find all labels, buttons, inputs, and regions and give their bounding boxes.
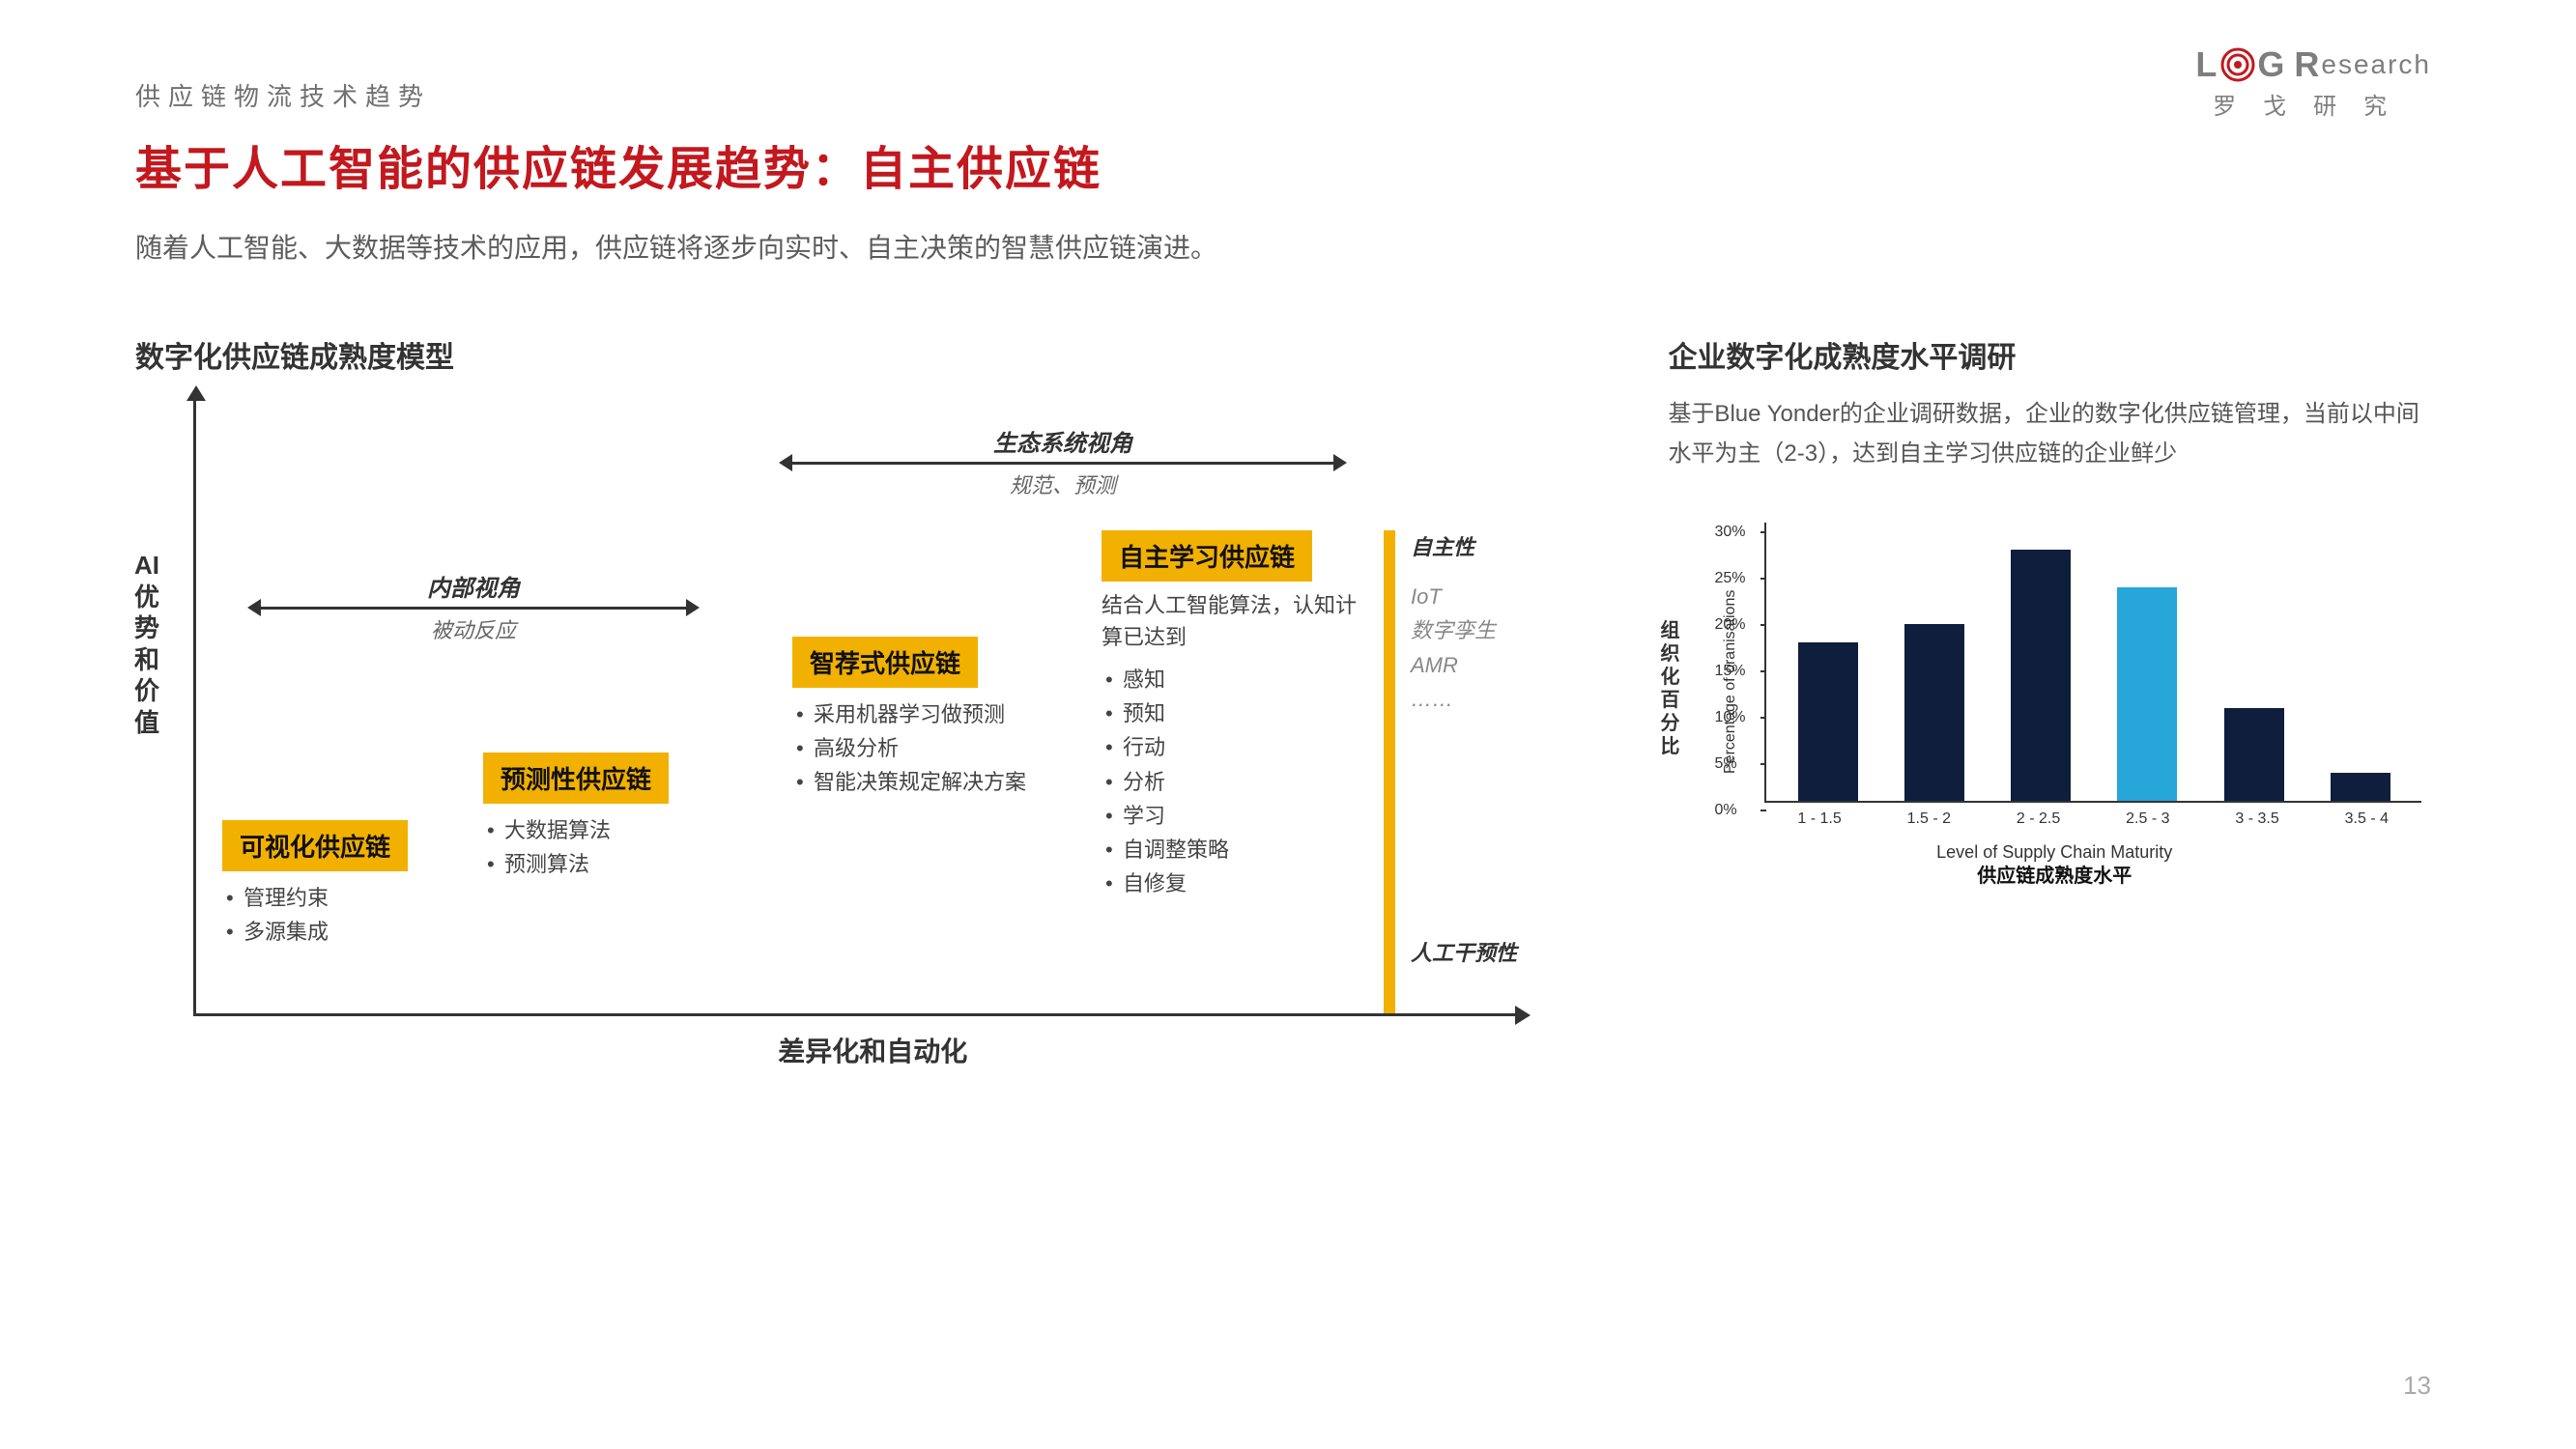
maturity-bar-chart: 组织化百分比 Percentage of oranisations 0% 5% … xyxy=(1668,503,2441,909)
stage-bullet: 自修复 xyxy=(1102,867,1372,900)
xtick-label: 2 - 2.5 xyxy=(2009,810,2069,828)
xtick-label: 2.5 - 3 xyxy=(2118,810,2178,828)
y-axis-line xyxy=(193,395,196,1013)
maturity-section-title: 数字化供应链成熟度模型 xyxy=(135,333,1610,376)
y-axis-arrow-icon xyxy=(186,385,206,401)
xticks: 1 - 1.5 1.5 - 2 2 - 2.5 2.5 - 3 3 - 3.5 3.5 -… xyxy=(1764,810,2421,828)
xtick-label: 1.5 - 2 xyxy=(1899,810,1959,828)
stage-bullet: 学习 xyxy=(1102,799,1372,833)
ytick: 15% xyxy=(1714,663,1745,680)
annotation-item: AMR xyxy=(1411,648,1496,682)
stage-bullet: 多源集成 xyxy=(222,915,473,949)
stage-recommend: 智荐式供应链 采用机器学习做预测 高级分析 智能决策规定解决方案 xyxy=(792,637,1073,800)
double-arrow-icon xyxy=(792,462,1333,465)
ytick: 5% xyxy=(1714,755,1736,773)
stage-autonomous: 自主学习供应链 结合人工智能算法，认知计算已达到 感知 预知 行动 分析 学习 … xyxy=(1102,530,1372,900)
chart-area: 0% 5% 10% 15% 20% 25% 30% xyxy=(1764,523,2421,803)
view-internal-sub: 被动反应 xyxy=(261,613,686,644)
stage-bullet: 感知 xyxy=(1102,663,1372,696)
annotation-manual: 人工干预性 xyxy=(1411,936,1517,970)
logo-letter-r: R xyxy=(2294,44,2321,85)
chart-x-label-cn: 供应链成熟度水平 xyxy=(1668,860,2441,888)
view-internal: 内部视角 被动反应 xyxy=(261,569,686,644)
logo-letter-l: L xyxy=(2195,44,2218,85)
accent-band xyxy=(1384,530,1395,1013)
bar xyxy=(2224,708,2284,801)
stage-bullet: 采用机器学习做预测 xyxy=(792,697,1073,731)
x-axis-arrow-icon xyxy=(1515,1006,1531,1025)
survey-section-title: 企业数字化成熟度水平调研 xyxy=(1668,333,2441,376)
view-ecosystem-title: 生态系统视角 xyxy=(792,424,1333,458)
annotation-item: IoT xyxy=(1411,580,1496,613)
xtick-label: 1 - 1.5 xyxy=(1789,810,1849,828)
side-annotations: 自主性 IoT 数字孪生 AMR …… xyxy=(1411,530,1496,716)
xtick-label: 3.5 - 4 xyxy=(2336,810,2396,828)
bar xyxy=(2011,550,2071,800)
ytick: 0% xyxy=(1714,802,1736,819)
annotation-item: 数字孪生 xyxy=(1411,613,1496,647)
maturity-model-section: 数字化供应链成熟度模型 AI 优 势 和 价 值 差异化和自动化 xyxy=(135,333,1610,1091)
bars-container xyxy=(1766,523,2421,801)
stage-header: 预测性供应链 xyxy=(483,753,669,804)
bar xyxy=(1798,642,1858,800)
logo-suffix: esearch xyxy=(2321,49,2431,80)
logo-subtext: 罗戈研究 xyxy=(2195,87,2431,121)
side-annotation-bottom: 人工干预性 xyxy=(1411,936,1517,970)
page-title: 基于人工智能的供应链发展趋势：自主供应链 xyxy=(135,130,2441,198)
double-arrow-icon xyxy=(261,607,686,610)
annotation-autonomy: 自主性 xyxy=(1411,530,1496,564)
ytick: 25% xyxy=(1714,570,1745,587)
stage-header: 自主学习供应链 xyxy=(1102,530,1312,582)
stage-header: 智荐式供应链 xyxy=(792,637,978,688)
stage-bullets: 采用机器学习做预测 高级分析 智能决策规定解决方案 xyxy=(792,697,1073,800)
stage-intro: 结合人工智能算法，认知计算已达到 xyxy=(1102,589,1372,653)
brand-logo: L G R esearch 罗戈研究 xyxy=(2195,44,2431,121)
x-axis-line xyxy=(193,1013,1517,1016)
stage-bullet: 预测算法 xyxy=(483,847,754,881)
page-subtitle: 随着人工智能、大数据等技术的应用，供应链将逐步向实时、自主决策的智慧供应链演进。 xyxy=(135,227,2441,266)
y-axis-label: AI 优 势 和 价 值 xyxy=(124,550,170,738)
chart-y-label-cn: 组织化百分比 xyxy=(1658,619,1681,758)
logo-letter-g: G xyxy=(2257,44,2286,85)
page-number: 13 xyxy=(2403,1371,2431,1401)
stage-bullet: 预知 xyxy=(1102,696,1372,730)
stage-bullet: 行动 xyxy=(1102,730,1372,764)
stage-bullet: 管理约束 xyxy=(222,881,473,915)
ytick: 30% xyxy=(1714,524,1745,541)
stage-header: 可视化供应链 xyxy=(222,820,408,871)
stage-bullets: 管理约束 多源集成 xyxy=(222,881,473,949)
stage-bullet: 自调整策略 xyxy=(1102,833,1372,867)
x-axis-label: 差异化和自动化 xyxy=(135,1031,1610,1069)
ytick: 20% xyxy=(1714,616,1745,634)
logo-target-icon xyxy=(2218,45,2257,84)
stage-visible: 可视化供应链 管理约束 多源集成 xyxy=(222,820,473,949)
view-ecosystem: 生态系统视角 规范、预测 xyxy=(792,424,1333,499)
stage-bullets: 感知 预知 行动 分析 学习 自调整策略 自修复 xyxy=(1102,663,1372,900)
bar xyxy=(2331,773,2390,801)
stage-bullets: 大数据算法 预测算法 xyxy=(483,813,754,881)
bar xyxy=(2117,587,2177,801)
bar xyxy=(1904,624,1964,800)
stage-bullet: 高级分析 xyxy=(792,731,1073,765)
stage-predictive: 预测性供应链 大数据算法 预测算法 xyxy=(483,753,754,881)
xtick-label: 3 - 3.5 xyxy=(2227,810,2287,828)
ytick: 10% xyxy=(1714,709,1745,726)
stage-bullet: 大数据算法 xyxy=(483,813,754,847)
breadcrumb: 供应链物流技术趋势 xyxy=(135,77,2441,113)
stage-bullet: 分析 xyxy=(1102,765,1372,799)
annotation-item: …… xyxy=(1411,682,1496,716)
survey-description: 基于Blue Yonder的企业调研数据，企业的数字化供应链管理，当前以中间水平… xyxy=(1668,395,2441,474)
maturity-diagram: AI 优 势 和 价 值 差异化和自动化 内部视角 被动反应 xyxy=(135,395,1610,1091)
view-internal-title: 内部视角 xyxy=(261,569,686,603)
slide: L G R esearch 罗戈研究 供应链物流技术趋势 基于人工智能的供应链发… xyxy=(0,0,2576,1449)
view-ecosystem-sub: 规范、预测 xyxy=(792,469,1333,499)
survey-section: 企业数字化成熟度水平调研 基于Blue Yonder的企业调研数据，企业的数字化… xyxy=(1668,333,2441,1091)
stage-bullet: 智能决策规定解决方案 xyxy=(792,765,1073,799)
